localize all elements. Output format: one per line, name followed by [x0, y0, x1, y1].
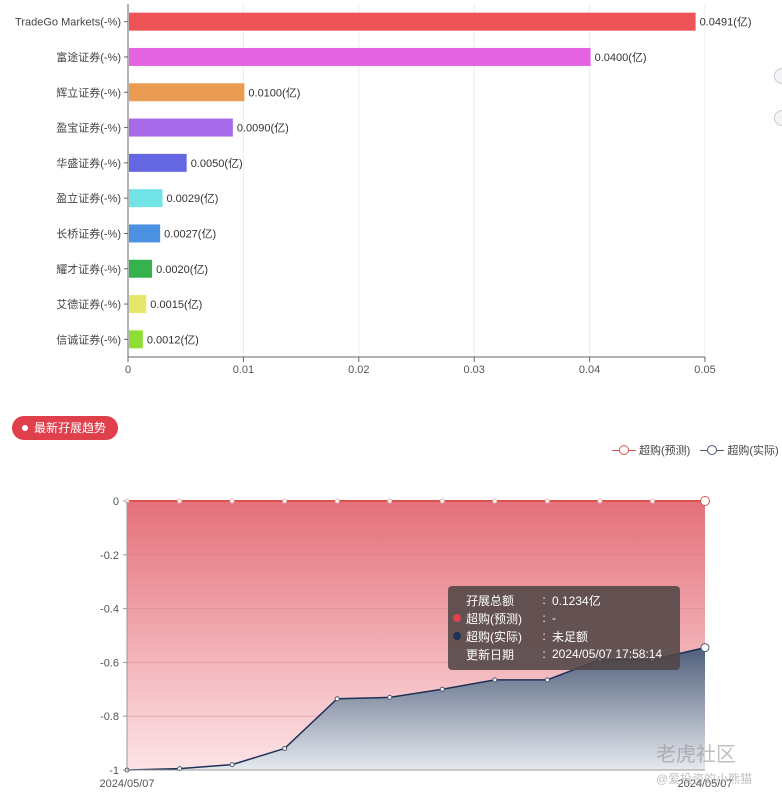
tooltip-separator: :: [542, 593, 546, 607]
predicted-point: [229, 498, 235, 504]
x-tick-label: 0.03: [463, 364, 484, 376]
bar: [129, 224, 161, 243]
legend-marker-icon: [612, 444, 636, 456]
series-dot-icon: [453, 632, 461, 640]
bar-value-label: 0.0491(亿): [700, 16, 752, 29]
bar-value-label: 0.0050(亿): [191, 157, 243, 170]
x-tick-label: 0.02: [348, 364, 369, 376]
x-tick-label: 0.05: [694, 364, 715, 376]
chart-legend: 超购(预测) 超购(实际): [612, 442, 779, 458]
y-tick-label: 0: [113, 496, 119, 508]
tooltip-separator: :: [542, 611, 546, 625]
legend-label: 超购(实际): [727, 445, 779, 457]
x-tick-label: 0.04: [579, 364, 600, 376]
predicted-point: [597, 498, 603, 504]
bar: [129, 295, 147, 314]
category-label: 盈宝证券(-%): [56, 121, 121, 135]
legend-item-actual[interactable]: 超购(实际): [700, 442, 779, 458]
actual-point: [334, 696, 340, 702]
section-tag[interactable]: 最新孖展趋势: [12, 416, 119, 440]
x-tick-label: 0.01: [233, 364, 254, 376]
predicted-point: [439, 498, 445, 504]
predicted-point: [282, 498, 288, 504]
tooltip-row: 更新日期 : 2024/05/07 17:58:14: [448, 645, 680, 663]
chart-tooltip: 孖展总额 : 0.1234亿 超购(预测) : - 超购(实际) : 未足额 更…: [448, 586, 680, 670]
bar-value-label: 0.0090(亿): [237, 122, 289, 135]
category-label: 信诚证券(-%): [56, 332, 121, 346]
bar: [129, 12, 696, 31]
bar: [129, 118, 233, 137]
predicted-point: [387, 498, 393, 504]
bar-value-label: 0.0100(亿): [248, 86, 300, 99]
watermark: 老虎社区: [656, 744, 736, 766]
actual-point: [282, 745, 288, 751]
actual-point: [544, 677, 550, 683]
predicted-point: [124, 498, 130, 504]
tooltip-label: 超购(实际): [466, 629, 522, 644]
tooltip-label: 孖展总额: [466, 593, 515, 608]
bar: [129, 330, 143, 349]
category-label: 艾德证券(-%): [56, 297, 121, 311]
tooltip-separator: :: [542, 629, 546, 643]
predicted-point: [492, 498, 498, 504]
tooltip-row: 超购(预测) : -: [448, 609, 680, 627]
tooltip-row: 超购(实际) : 未足额: [448, 627, 680, 645]
category-label: 富途证券(-%): [56, 50, 121, 64]
y-tick-label: -1: [109, 765, 119, 777]
tag-dot-icon: [22, 425, 28, 431]
tooltip-value: 2024/05/07 17:58:14: [552, 647, 663, 661]
category-label: 辉立证券(-%): [56, 85, 121, 99]
y-tick-label: -0.8: [100, 711, 119, 723]
y-tick-label: -0.2: [100, 550, 119, 562]
bar-value-label: 0.0012(亿): [147, 333, 199, 346]
bar-value-label: 0.0020(亿): [156, 263, 208, 276]
category-label: 耀才证券(-%): [56, 262, 121, 276]
tooltip-label: 超购(预测): [466, 611, 522, 626]
actual-point: [439, 686, 445, 692]
x-tick-label: 0: [125, 364, 131, 376]
predicted-point: [649, 498, 655, 504]
bar-value-label: 0.0027(亿): [164, 227, 216, 240]
legend-marker-icon: [700, 444, 725, 456]
tooltip-separator: :: [542, 647, 546, 661]
x-tick-label: 2024/05/07: [99, 778, 154, 790]
category-label: 长桥证券(-%): [56, 226, 121, 240]
predicted-point: [334, 498, 340, 504]
category-label: TradeGo Markets(-%): [15, 17, 121, 29]
tooltip-row: 孖展总额 : 0.1234亿: [448, 591, 680, 609]
y-tick-label: -0.6: [100, 657, 119, 669]
section-tag-label: 最新孖展趋势: [34, 421, 107, 435]
bar: [129, 47, 591, 66]
legend-label: 超购(预测): [639, 445, 691, 457]
predicted-point: [544, 498, 550, 504]
actual-point: [177, 766, 183, 772]
bar: [129, 189, 163, 208]
y-tick-label: -0.4: [100, 604, 119, 616]
tooltip-label: 更新日期: [466, 647, 515, 662]
predicted-point: [700, 496, 710, 506]
actual-point: [124, 767, 130, 773]
bar-value-label: 0.0029(亿): [166, 192, 218, 205]
category-label: 华盛证券(-%): [56, 156, 121, 170]
bar: [129, 83, 245, 102]
actual-point: [492, 677, 498, 683]
tooltip-value: 未足额: [552, 629, 589, 644]
category-label: 盈立证券(-%): [56, 191, 121, 205]
watermark-author: @爱投资的小熊猫: [656, 772, 753, 786]
actual-point: [229, 762, 235, 768]
bar-value-label: 0.0015(亿): [150, 298, 202, 311]
bar: [129, 153, 187, 172]
actual-point: [700, 643, 710, 653]
bar: [129, 259, 153, 278]
legend-item-predicted[interactable]: 超购(预测): [612, 442, 690, 458]
predicted-point: [177, 498, 183, 504]
tooltip-value: 0.1234亿: [552, 593, 601, 608]
broker-margin-bar-chart: 0 0.01 0.02 0.03 0.04 0.05 TradeGo Markets(-%)…: [15, 4, 752, 376]
bar-value-label: 0.0400(亿): [595, 51, 647, 64]
tooltip-value: -: [552, 611, 556, 625]
actual-point: [387, 694, 393, 700]
series-dot-icon: [453, 614, 461, 622]
